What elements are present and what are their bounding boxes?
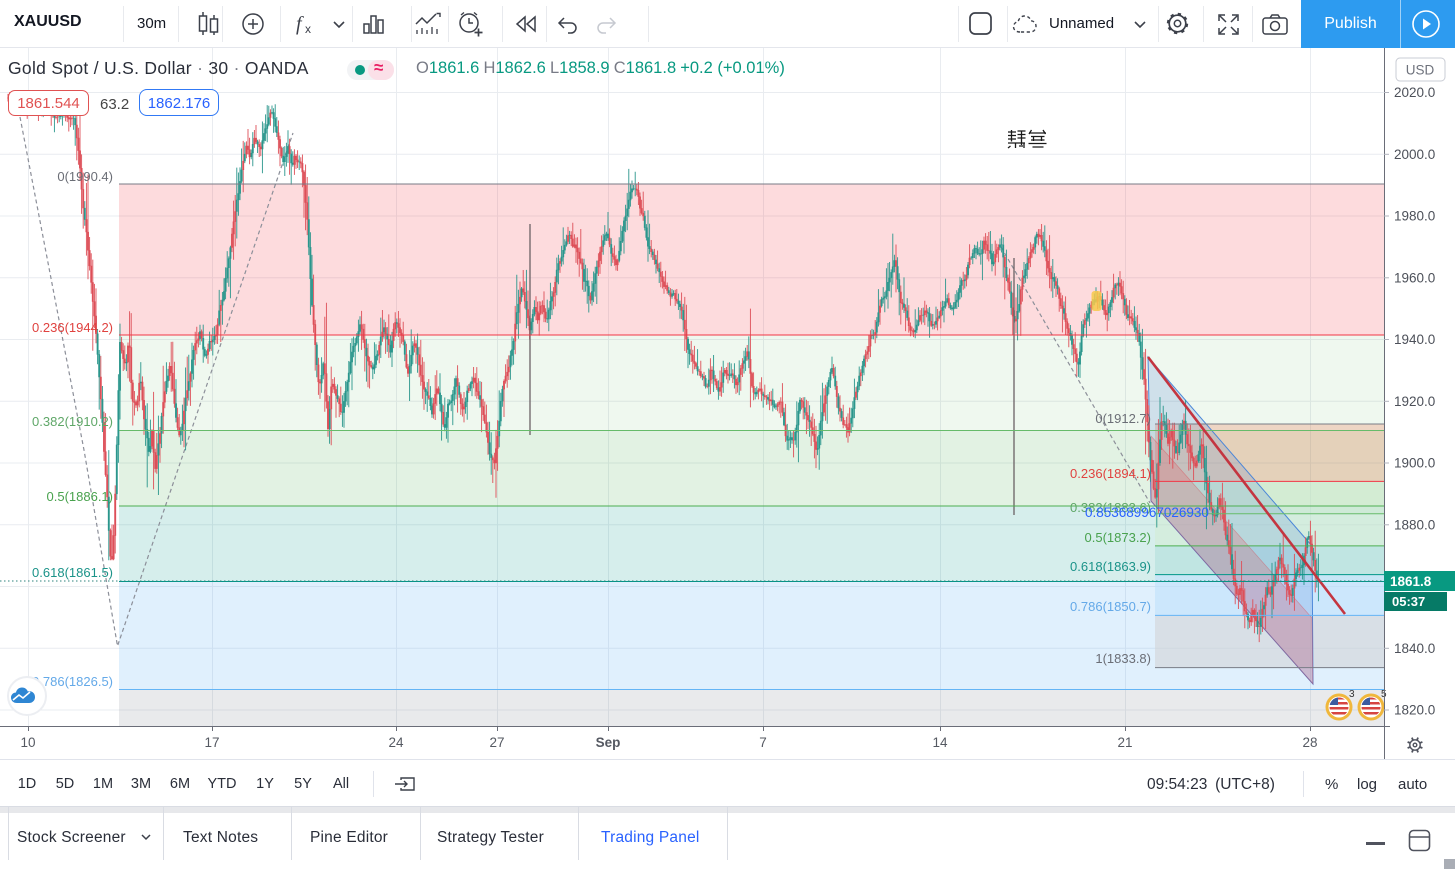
- svg-text:0.5(1873.2): 0.5(1873.2): [1085, 530, 1152, 545]
- svg-text:0.5(1886.1): 0.5(1886.1): [47, 489, 114, 504]
- svg-text:1820.0: 1820.0: [1394, 703, 1435, 718]
- svg-text:24: 24: [388, 735, 404, 750]
- svg-text:21: 21: [1117, 735, 1132, 750]
- svg-text:05:37: 05:37: [1392, 594, 1425, 609]
- svg-text:0.236(1944.2): 0.236(1944.2): [32, 320, 113, 335]
- svg-text:7: 7: [759, 735, 767, 750]
- svg-text:f: f: [296, 13, 304, 35]
- svg-text:0.786(1850.7): 0.786(1850.7): [1070, 599, 1151, 614]
- svg-text:3: 3: [1349, 689, 1355, 700]
- svg-text:0.786(1826.5): 0.786(1826.5): [32, 674, 113, 689]
- svg-text:1940.0: 1940.0: [1394, 332, 1435, 347]
- svg-text:1900.0: 1900.0: [1394, 456, 1435, 471]
- svg-text:1980.0: 1980.0: [1394, 209, 1435, 224]
- svg-text:0.618(1863.9): 0.618(1863.9): [1070, 559, 1151, 574]
- svg-text:USD: USD: [1406, 63, 1435, 78]
- svg-text:0(1912.7): 0(1912.7): [1095, 411, 1151, 426]
- svg-text:0.382(1910.2): 0.382(1910.2): [32, 414, 113, 429]
- svg-text:1(1833.8): 1(1833.8): [1095, 651, 1151, 666]
- svg-text:2020.0: 2020.0: [1394, 85, 1435, 100]
- svg-text:2000.0: 2000.0: [1394, 147, 1435, 162]
- svg-text:0.853689967026930: 0.853689967026930: [1085, 505, 1209, 520]
- svg-text:1861.8: 1861.8: [1390, 574, 1432, 589]
- svg-text:1920.0: 1920.0: [1394, 394, 1435, 409]
- svg-text:0.618(1861.5): 0.618(1861.5): [32, 565, 113, 580]
- svg-text:27: 27: [489, 735, 504, 750]
- svg-text:0.236(1894.1): 0.236(1894.1): [1070, 466, 1151, 481]
- svg-text:1960.0: 1960.0: [1394, 270, 1435, 285]
- svg-text:Sep: Sep: [596, 735, 621, 750]
- svg-text:14: 14: [932, 735, 948, 750]
- svg-text:1880.0: 1880.0: [1394, 517, 1435, 532]
- svg-text:0.382(1883.6): 0.382(1883.6): [1070, 500, 1151, 515]
- svg-text:1840.0: 1840.0: [1394, 641, 1435, 656]
- svg-text:x: x: [305, 22, 311, 36]
- svg-text:17: 17: [204, 735, 219, 750]
- svg-text:0(1990.4): 0(1990.4): [57, 169, 113, 184]
- svg-text:28: 28: [1302, 735, 1317, 750]
- svg-text:10: 10: [20, 735, 35, 750]
